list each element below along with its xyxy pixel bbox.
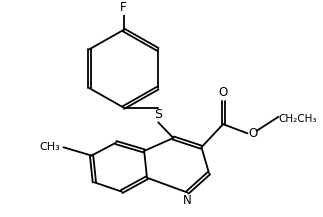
Text: F: F xyxy=(120,1,127,14)
Text: N: N xyxy=(183,194,192,207)
Text: O: O xyxy=(218,86,228,99)
Text: CH₂CH₃: CH₂CH₃ xyxy=(278,114,317,124)
Text: CH₃: CH₃ xyxy=(40,142,61,152)
Text: O: O xyxy=(248,127,258,140)
Text: S: S xyxy=(154,108,162,122)
